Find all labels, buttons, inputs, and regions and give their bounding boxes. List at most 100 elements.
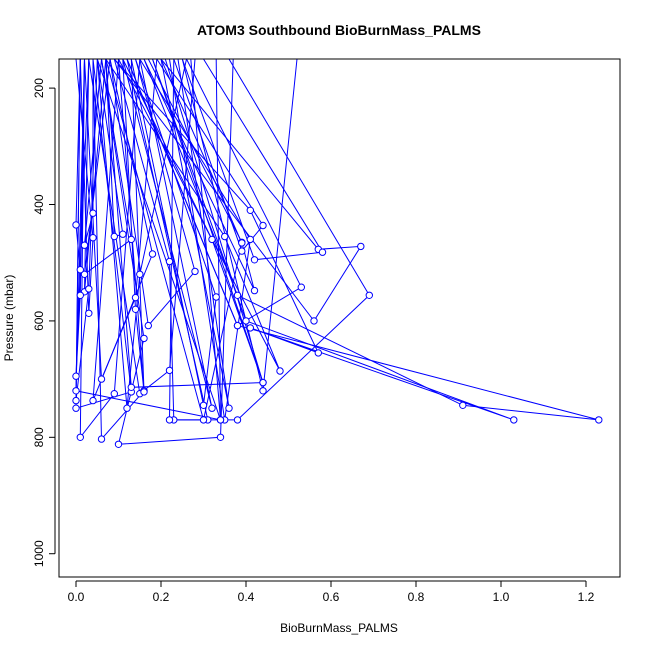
data-point bbox=[110, 390, 119, 398]
data-point bbox=[140, 388, 148, 396]
data-point bbox=[89, 396, 97, 405]
data-point bbox=[216, 433, 225, 441]
data-point bbox=[510, 416, 518, 424]
data-point bbox=[595, 416, 603, 424]
series-line-17 bbox=[113, 59, 514, 421]
data-point bbox=[136, 270, 144, 278]
data-point bbox=[72, 396, 80, 405]
series-line-3 bbox=[113, 59, 362, 322]
data-point bbox=[89, 234, 97, 242]
data-point bbox=[216, 416, 225, 424]
series-line-22 bbox=[96, 59, 124, 238]
data-point bbox=[199, 401, 208, 409]
series-line-24 bbox=[75, 59, 94, 314]
data-point bbox=[76, 266, 85, 274]
data-point bbox=[250, 256, 259, 264]
data-point bbox=[97, 375, 106, 383]
series-line-29 bbox=[92, 59, 145, 441]
series-line-26 bbox=[92, 59, 154, 401]
data-point bbox=[212, 293, 220, 301]
data-point bbox=[123, 404, 131, 412]
x-tick-label: 1.2 bbox=[578, 590, 595, 604]
data-point bbox=[148, 250, 157, 258]
data-point bbox=[259, 387, 267, 395]
plot-points bbox=[72, 206, 603, 448]
data-point bbox=[314, 349, 322, 357]
data-point bbox=[72, 221, 80, 229]
data-point bbox=[85, 309, 93, 317]
data-point bbox=[165, 257, 174, 266]
x-tick-label: 0.0 bbox=[68, 590, 85, 604]
x-tick-label: 0.8 bbox=[408, 590, 425, 604]
x-axis: 0.0 0.2 0.4 0.6 0.8 1.0 1.2 bbox=[68, 580, 595, 604]
data-point bbox=[276, 367, 284, 375]
x-tick-label: 0.2 bbox=[153, 590, 170, 604]
data-point bbox=[318, 248, 327, 256]
series-line-19 bbox=[75, 59, 222, 421]
series-line-21 bbox=[84, 59, 102, 246]
y-tick-label: 200 bbox=[32, 78, 46, 98]
y-axis-label: Pressure (mbar) bbox=[2, 275, 16, 362]
data-point bbox=[127, 383, 136, 391]
data-point bbox=[233, 416, 242, 424]
y-tick-label: 600 bbox=[32, 311, 46, 331]
series-line-7 bbox=[181, 59, 324, 261]
series-line-16 bbox=[126, 59, 599, 421]
data-point bbox=[72, 387, 80, 395]
data-point bbox=[131, 305, 140, 313]
data-point bbox=[80, 241, 89, 249]
series-line-33 bbox=[75, 59, 98, 401]
data-point bbox=[97, 435, 106, 443]
data-point bbox=[208, 235, 216, 244]
data-point bbox=[242, 317, 250, 325]
series-line-13 bbox=[105, 59, 243, 421]
data-point bbox=[76, 291, 85, 299]
data-point bbox=[165, 416, 174, 424]
plot-frame bbox=[58, 58, 621, 578]
series-line-23 bbox=[83, 59, 132, 276]
series-line-2 bbox=[143, 59, 255, 291]
y-tick-label: 400 bbox=[32, 194, 46, 214]
series-line-31 bbox=[105, 59, 264, 388]
data-point bbox=[246, 235, 255, 244]
data-point bbox=[114, 440, 123, 448]
series-line-32 bbox=[75, 59, 90, 377]
y-axis: 200 400 600 800 1000 bbox=[32, 78, 56, 567]
data-point bbox=[208, 404, 216, 412]
data-point bbox=[110, 232, 119, 241]
data-point bbox=[85, 285, 93, 293]
data-point bbox=[80, 270, 89, 278]
data-point bbox=[259, 221, 267, 230]
series-line-34 bbox=[122, 59, 213, 409]
data-point bbox=[131, 293, 140, 302]
x-tick-label: 0.6 bbox=[323, 590, 340, 604]
y-tick-label: 800 bbox=[32, 427, 46, 447]
data-point bbox=[140, 334, 148, 343]
data-point bbox=[119, 230, 127, 238]
data-point bbox=[127, 235, 136, 244]
data-point bbox=[250, 286, 259, 295]
data-point bbox=[238, 247, 246, 255]
data-point bbox=[233, 291, 242, 299]
x-axis-label: BioBurnMass_PALMS bbox=[280, 621, 398, 635]
data-point bbox=[225, 404, 233, 412]
data-point bbox=[246, 206, 255, 215]
data-point bbox=[199, 416, 208, 424]
series-line-6 bbox=[105, 59, 281, 372]
data-point bbox=[165, 366, 174, 375]
y-tick-label: 1000 bbox=[32, 540, 46, 567]
series-line-35 bbox=[181, 59, 298, 391]
x-tick-label: 0.4 bbox=[238, 590, 255, 604]
data-point bbox=[72, 404, 80, 412]
data-point bbox=[246, 324, 255, 332]
data-point bbox=[259, 378, 267, 387]
chart-title: ATOM3 Southbound BioBurnMass_PALMS bbox=[197, 22, 481, 38]
series-line-9 bbox=[168, 59, 370, 421]
data-point bbox=[89, 209, 97, 217]
data-point bbox=[310, 317, 318, 325]
data-point bbox=[233, 321, 242, 330]
data-point bbox=[144, 321, 153, 330]
x-tick-label: 1.0 bbox=[493, 590, 510, 604]
data-point bbox=[72, 372, 80, 380]
